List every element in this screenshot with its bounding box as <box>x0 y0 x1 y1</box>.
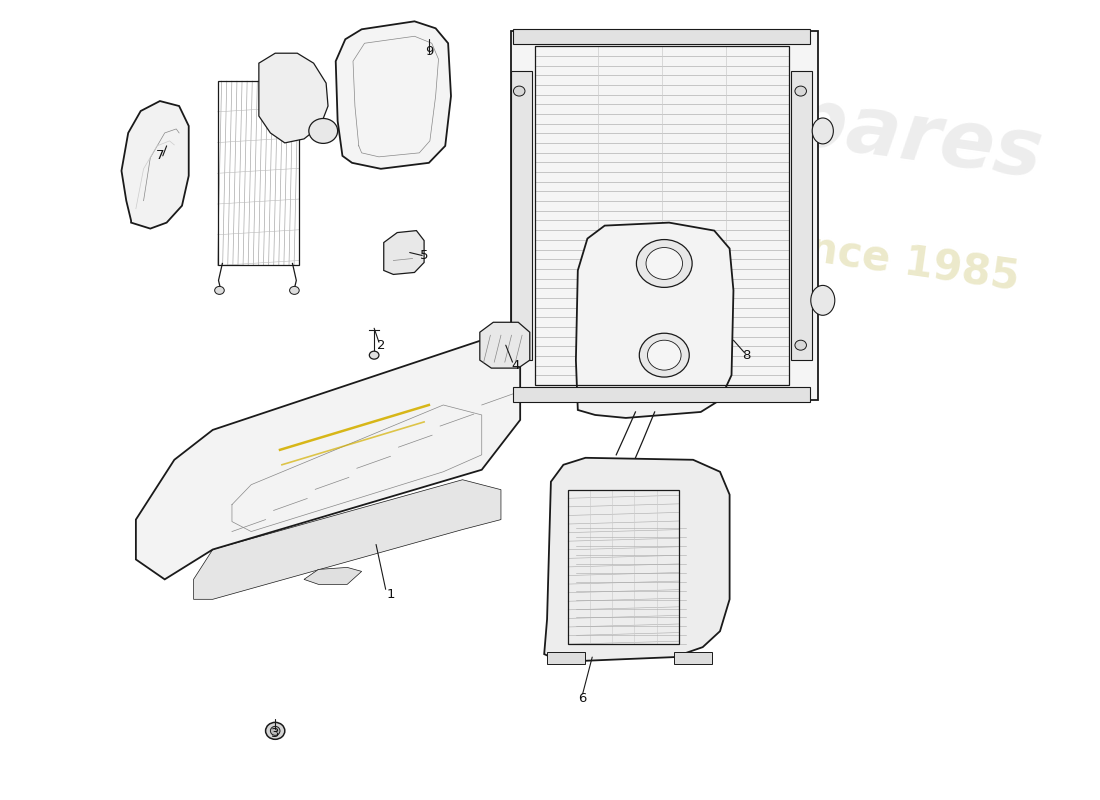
Ellipse shape <box>795 86 806 96</box>
Text: 7: 7 <box>156 150 164 162</box>
Text: 5: 5 <box>420 249 428 262</box>
Polygon shape <box>194 480 500 599</box>
Polygon shape <box>544 458 729 661</box>
Polygon shape <box>384 230 425 274</box>
Polygon shape <box>480 322 530 368</box>
Text: 9: 9 <box>425 45 433 58</box>
Text: 3: 3 <box>271 727 279 740</box>
Text: eurospares: eurospares <box>531 47 1046 195</box>
Text: a passion for parts: a passion for parts <box>494 359 662 401</box>
Ellipse shape <box>514 86 525 96</box>
Ellipse shape <box>646 247 682 279</box>
Polygon shape <box>121 101 189 229</box>
Polygon shape <box>136 340 520 579</box>
Ellipse shape <box>648 340 681 370</box>
Ellipse shape <box>370 351 378 359</box>
Ellipse shape <box>214 286 224 294</box>
Text: 6: 6 <box>579 693 586 706</box>
Polygon shape <box>258 54 328 143</box>
Bar <box>535 46 789 385</box>
Polygon shape <box>336 22 451 169</box>
Polygon shape <box>510 31 818 400</box>
Ellipse shape <box>289 286 299 294</box>
Ellipse shape <box>811 286 835 315</box>
Text: 4: 4 <box>512 358 519 372</box>
Ellipse shape <box>637 239 692 287</box>
Polygon shape <box>304 567 362 584</box>
Text: 8: 8 <box>741 349 750 362</box>
Bar <box>510 71 531 360</box>
Ellipse shape <box>271 726 281 735</box>
Bar <box>674 652 713 664</box>
Text: 1: 1 <box>386 588 395 601</box>
Bar <box>569 490 679 644</box>
Ellipse shape <box>309 118 338 143</box>
Polygon shape <box>576 222 734 418</box>
Ellipse shape <box>514 340 525 350</box>
Ellipse shape <box>265 722 285 739</box>
Bar <box>218 81 299 266</box>
Bar <box>547 652 585 664</box>
Ellipse shape <box>812 118 834 144</box>
Bar <box>514 30 811 44</box>
Ellipse shape <box>795 340 806 350</box>
Text: since 1985: since 1985 <box>768 222 1022 299</box>
Bar <box>514 387 811 402</box>
Text: 2: 2 <box>376 338 385 352</box>
Bar <box>791 71 812 360</box>
Ellipse shape <box>639 334 690 377</box>
